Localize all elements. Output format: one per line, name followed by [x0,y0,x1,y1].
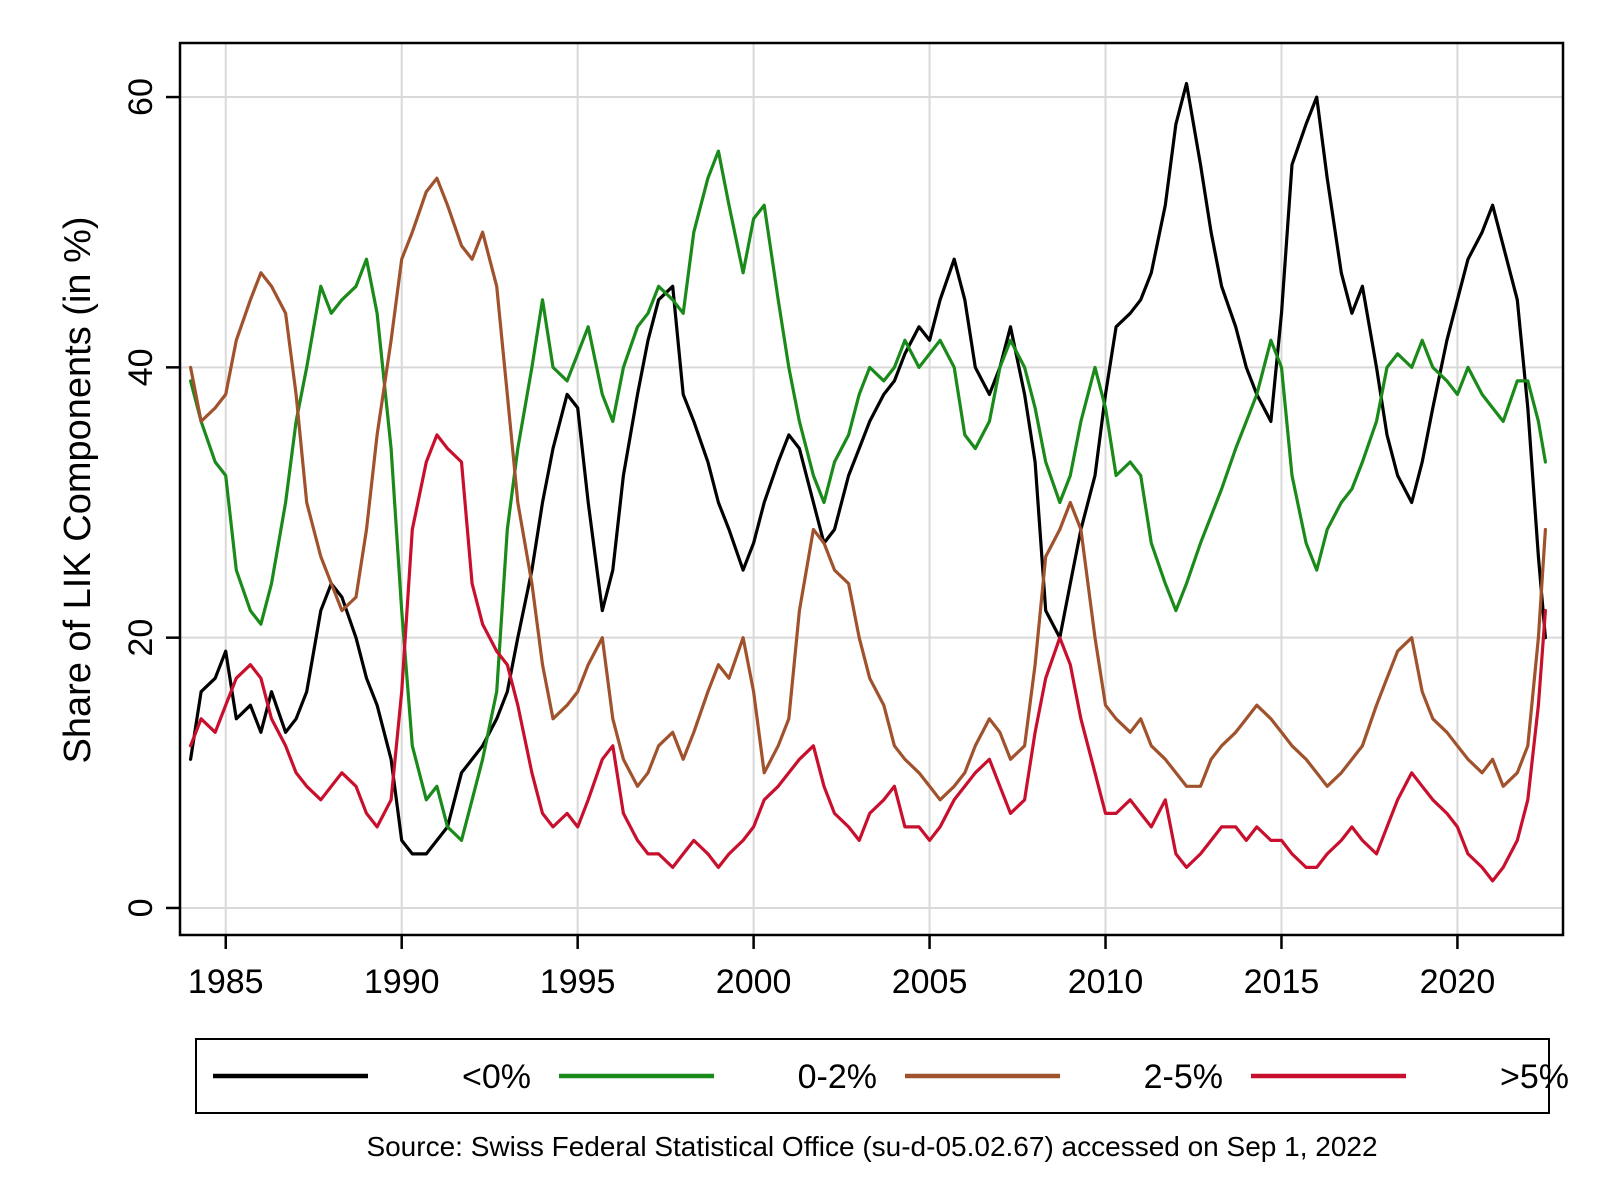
y-tick-label: 40 [122,348,160,386]
legend-label-3: 2-5% [1144,1058,1223,1096]
plot-frame [178,41,1565,937]
y-tick-label: 0 [122,899,160,918]
legend-label-1: <0% [462,1058,531,1096]
x-tick-label: 2015 [1244,963,1320,1001]
x-tick-label: 1985 [188,963,264,1001]
source-note: Source: Swiss Federal Statistical Office… [366,1131,1377,1162]
legend-label-2: 0-2% [798,1058,877,1096]
series-line-2 [189,149,1547,842]
y-tick-label: 20 [122,619,160,657]
x-tick-label: 1990 [364,963,440,1001]
x-axis: 1985 1990 1995 2000 2005 2010 2015 2020 [188,935,1495,1001]
y-axis: 0 20 40 60 [122,78,180,917]
y-axis-title: Share of LIK Components (in %) [57,216,99,763]
x-tick-label: 2000 [716,963,792,1001]
x-tick-label: 2020 [1420,963,1496,1001]
legend-label-4: >5% [1500,1058,1569,1096]
legend-items: <0% 0-2% 2-5% >5% [213,1058,1569,1096]
x-tick-label: 2010 [1068,963,1144,1001]
x-tick-label: 1995 [540,963,616,1001]
x-tick-label: 2005 [892,963,968,1001]
gridlines [180,43,1563,935]
legend: <0% 0-2% 2-5% >5% [195,1038,1569,1114]
series-lines [189,81,1547,883]
series-line-4 [189,433,1547,883]
y-tick-label: 60 [122,78,160,116]
series-line-3 [189,176,1547,802]
series-line-1 [189,81,1547,856]
